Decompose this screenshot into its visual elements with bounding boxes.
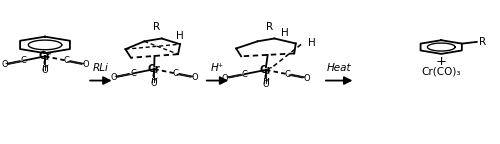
Text: C: C — [63, 56, 69, 65]
Text: O: O — [1, 60, 8, 69]
Text: C: C — [284, 70, 290, 79]
Text: O: O — [222, 74, 228, 83]
Text: H: H — [282, 28, 289, 38]
Text: H⁺: H⁺ — [211, 63, 224, 73]
Text: O: O — [304, 74, 310, 83]
Text: C: C — [130, 69, 136, 78]
Text: R: R — [266, 22, 273, 32]
Text: +: + — [436, 55, 446, 68]
Text: O: O — [82, 60, 89, 69]
Text: Cr: Cr — [38, 51, 52, 61]
Text: Cr(CO)₃: Cr(CO)₃ — [422, 66, 461, 76]
Text: C: C — [242, 70, 248, 79]
Text: H: H — [308, 38, 316, 48]
Text: O: O — [262, 80, 270, 89]
Text: R: R — [478, 37, 486, 47]
Text: O: O — [151, 79, 158, 88]
Text: H: H — [176, 31, 184, 41]
Text: C: C — [172, 69, 178, 78]
Text: O: O — [192, 73, 198, 82]
Text: Heat: Heat — [327, 63, 351, 73]
Text: C: C — [263, 73, 269, 82]
Text: C: C — [21, 56, 27, 65]
Text: C: C — [42, 59, 48, 68]
Text: C: C — [152, 72, 157, 81]
Text: Cr: Cr — [260, 65, 272, 75]
Text: Cr: Cr — [148, 64, 160, 74]
Text: RLi: RLi — [93, 63, 109, 73]
Text: O: O — [42, 66, 48, 75]
Text: O: O — [110, 73, 117, 82]
Text: R: R — [153, 22, 160, 33]
